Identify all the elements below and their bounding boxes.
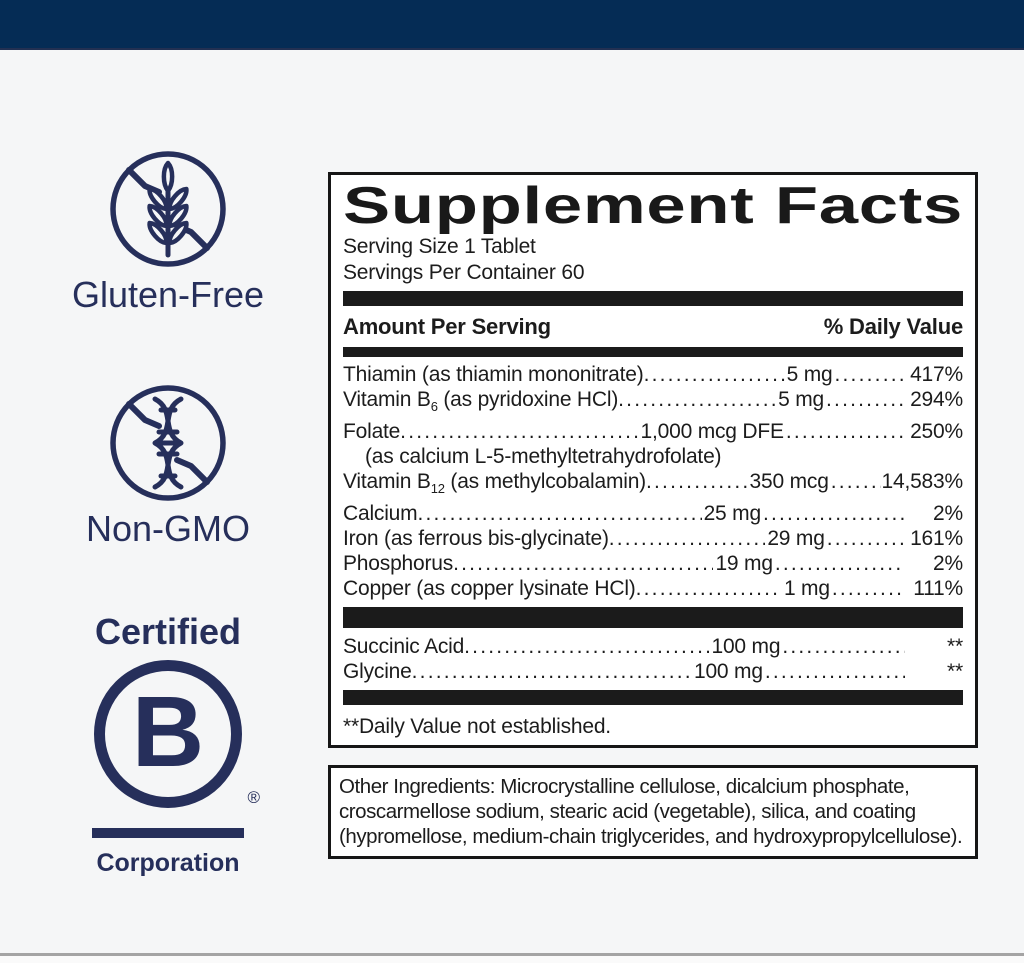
dot-leader (412, 659, 692, 684)
dot-leader (464, 634, 709, 659)
nutrient-daily-value: 2% (933, 502, 963, 526)
divider-bar (343, 690, 963, 706)
serving-size: Serving Size 1 Tablet (343, 235, 536, 258)
nutrient-name: Phosphorus (343, 552, 454, 576)
nutrient-daily-value: 417% (910, 363, 963, 386)
daily-value-header: % Daily Value (823, 314, 963, 339)
nutrient-amount: 19 mg (715, 552, 773, 576)
nutrient-amount: 29 mg (767, 527, 825, 551)
b-corp-logo-icon: B ® (94, 660, 260, 808)
divider-bar (343, 347, 963, 357)
nutrient-amount: 1,000 mcg DFE (640, 420, 784, 444)
dot-leader (646, 469, 748, 494)
dot-leader (827, 526, 905, 551)
dot-leader (609, 526, 766, 551)
dot-leader (834, 362, 905, 387)
nutrient-row: Glycine 100 mg ** (343, 659, 963, 684)
other-ingredients-line: Other Ingredients: Microcrystalline cell… (339, 775, 910, 798)
dna-crossed-icon (110, 385, 226, 501)
nutrient-row: Vitamin B12 (as methylcobalamin) 350 mcg 1… (343, 469, 963, 501)
bottom-divider-line (0, 953, 1024, 956)
servings-per-container: Servings Per Container 60 (343, 261, 585, 284)
nutrient-row: Iron (as ferrous bis-glycinate) 29 mg 161% (343, 526, 963, 551)
certified-label: Certified (94, 611, 242, 652)
nutrient-daily-value: 111% (913, 577, 963, 601)
nutrient-row: Phosphorus 19 mg 2% (343, 551, 963, 576)
badge-non-gmo: Non-GMO (46, 382, 290, 549)
bottom-edge-strip (0, 956, 1024, 963)
nutrient-row: Calcium 25 mg 2% (343, 501, 963, 526)
dot-leader (636, 576, 782, 601)
dot-leader (453, 551, 713, 576)
daily-value-footnote: **Daily Value not established. (343, 715, 611, 739)
dot-leader (831, 469, 882, 494)
nutrient-rows: Thiamin (as thiamin mononitrate) 5 mg 417%… (343, 362, 963, 601)
other-ingredients-box: Other Ingredients: Microcrystalline cell… (328, 765, 978, 859)
corporation-label: Corporation (96, 849, 240, 877)
badge-b-corporation: Certified B ® Corporation (46, 612, 290, 877)
nutrient-daily-value: 2% (933, 552, 963, 576)
dot-leader (826, 387, 905, 412)
divider-bar (343, 291, 963, 306)
registered-trademark-mark: ® (247, 788, 260, 807)
divider-bar (343, 607, 963, 629)
non-gmo-label: Non-GMO (85, 508, 251, 549)
other-compound-rows: Succinic Acid 100 mg ** Glycine 100 mg ** (343, 634, 963, 684)
nutrient-daily-value: 161% (910, 527, 963, 551)
nutrient-name: Vitamin B12 (as methylcobalamin) (343, 470, 646, 497)
dot-leader (782, 634, 905, 659)
nutrient-name: Copper (as copper lysinate HCl) (343, 577, 636, 601)
nutrient-name: Glycine (343, 660, 412, 684)
nutrient-amount: 350 mcg (749, 470, 829, 494)
nutrient-name: Succinic Acid (343, 635, 465, 659)
nutrient-row: Thiamin (as thiamin mononitrate) 5 mg 417% (343, 362, 963, 387)
nutrient-amount: 5 mg (786, 363, 833, 386)
supplement-facts-panel: Supplement Facts Serving Size 1 Tablet S… (328, 172, 978, 748)
dot-leader (763, 501, 905, 526)
dot-leader (644, 362, 785, 387)
nutrient-amount: 5 mg (778, 388, 824, 411)
nutrient-amount: 100 mg (711, 635, 781, 659)
nutrient-name: Iron (as ferrous bis-glycinate) (343, 527, 609, 551)
nutrient-daily-value: 14,583% (881, 470, 963, 494)
dot-leader (400, 419, 638, 444)
nutrient-daily-value: 250% (910, 420, 963, 444)
other-ingredients-line: (hypromellose, medium-chain triglyceride… (339, 825, 963, 848)
top-navy-bar (0, 0, 1024, 50)
wheat-crossed-icon (110, 151, 226, 267)
nutrient-daily-value: ** (947, 635, 963, 659)
nutrient-daily-value: 294% (910, 388, 963, 411)
badge-gluten-free: Gluten-Free (46, 148, 290, 315)
nutrient-name: Folate (343, 420, 401, 444)
nutrient-row: Folate 1,000 mcg DFE 250% (343, 419, 963, 444)
nutrient-amount: 100 mg (693, 660, 763, 684)
dot-leader (786, 419, 905, 444)
nutrient-row: Succinic Acid 100 mg ** (343, 634, 963, 659)
b-corp-underline-bar (92, 828, 244, 838)
other-ingredients-line: croscarmellose sodium, stearic acid (veg… (339, 800, 916, 823)
dot-leader (775, 551, 905, 576)
supplement-facts-title: Supplement Facts (343, 177, 963, 235)
dot-leader (417, 501, 701, 526)
dot-leader (618, 387, 776, 412)
dot-leader (832, 576, 905, 601)
amount-per-serving-header: Amount Per Serving (343, 314, 551, 339)
nutrient-amount: 25 mg (703, 502, 762, 526)
nutrient-daily-value: ** (947, 660, 963, 684)
nutrient-name: Calcium (343, 502, 418, 526)
nutrient-name-continued: (as calcium L-5-methyltetrahydrofolate) (365, 445, 722, 469)
b-corp-letter: B (131, 676, 205, 788)
nutrient-name: Vitamin B6 (as pyridoxine HCl) (343, 388, 619, 415)
nutrient-row: Copper (as copper lysinate HCl) 1 mg 111% (343, 576, 963, 601)
nutrient-row: Vitamin B6 (as pyridoxine HCl) 5 mg 294% (343, 387, 963, 419)
dot-leader (765, 659, 905, 684)
gluten-free-label: Gluten-Free (71, 274, 265, 315)
nutrient-amount: 1 mg (783, 577, 830, 601)
nutrient-row: (as calcium L-5-methyltetrahydrofolate) (343, 444, 963, 469)
nutrient-name: Thiamin (as thiamin mononitrate) (343, 363, 644, 386)
column-headers: Amount Per Serving % Daily Value (343, 306, 963, 347)
